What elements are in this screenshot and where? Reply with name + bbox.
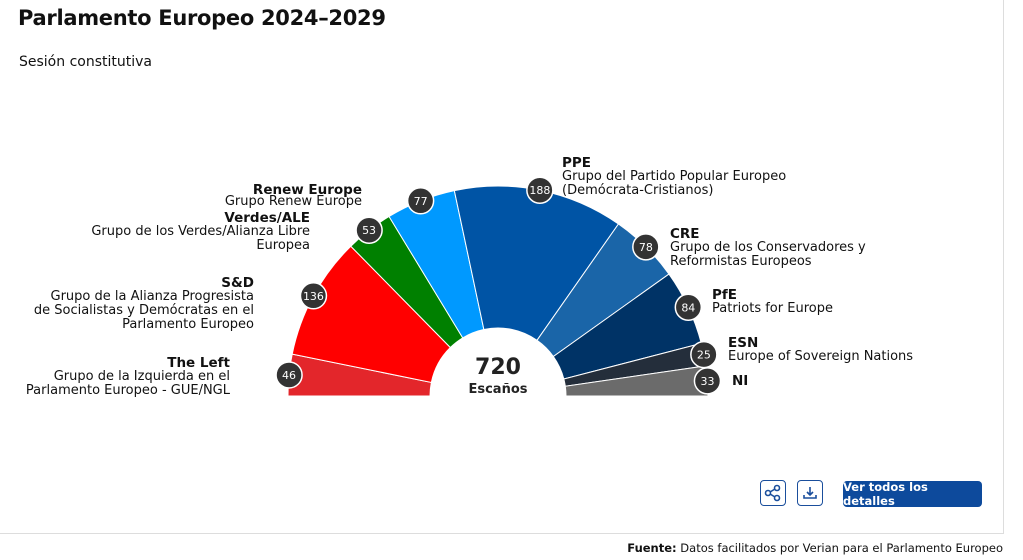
label-renew: Renew Europe Grupo Renew Europe: [224, 182, 362, 209]
total-seats-label: Escaños: [468, 382, 527, 397]
seat-badge: 78: [632, 233, 660, 261]
svg-text:25: 25: [697, 349, 711, 362]
label-cre: CRE Grupo de los Conservadores y Reformist…: [670, 226, 866, 269]
svg-text:136: 136: [303, 290, 324, 303]
label-ppe: PPE Grupo del Partido Popular Europeo (Dem…: [562, 155, 787, 198]
label-ni: NI: [732, 373, 749, 389]
chart-card: Parlamento Europeo 2024–2029 Sesión cons…: [0, 0, 1004, 534]
svg-text:53: 53: [362, 224, 376, 237]
download-button[interactable]: [797, 480, 823, 506]
label-pfe: PfE Patriots for Europe: [712, 287, 833, 316]
seat-badge: 188: [526, 176, 554, 204]
label-verdes: Verdes/ALE Grupo de los Verdes/Alianza Li…: [91, 210, 310, 253]
seat-badge: 46: [275, 361, 303, 389]
seat-badge: 136: [299, 282, 328, 310]
segment-s-d[interactable]: [291, 245, 452, 384]
page-title: Parlamento Europeo 2024–2029: [18, 6, 386, 30]
svg-text:84: 84: [681, 301, 695, 314]
svg-text:33: 33: [700, 375, 714, 388]
seat-badge: 77: [406, 187, 435, 215]
seat-badge: 84: [674, 293, 703, 322]
subtitle: Sesión constitutiva: [19, 54, 152, 70]
label-sd: S&D Grupo de la Alianza Progresista de Soc…: [33, 275, 254, 332]
seat-badge: 33: [693, 367, 722, 395]
share-button[interactable]: [760, 480, 786, 506]
label-esn: ESN Europe of Sovereign Nations: [728, 335, 914, 364]
hemicycle-chart: 46 136 53 77 188 78 84 25 33 720 Escaños: [275, 176, 722, 397]
svg-text:78: 78: [639, 241, 653, 254]
download-icon: [803, 487, 817, 499]
segment-ppe[interactable]: [453, 185, 620, 341]
view-all-details-button[interactable]: Ver todos los detalles: [843, 480, 982, 508]
total-seats: 720: [475, 355, 521, 380]
seat-badge: 25: [690, 340, 718, 369]
share-icon: [764, 484, 781, 502]
svg-text:77: 77: [414, 195, 428, 208]
seat-badge: 53: [355, 216, 383, 244]
svg-text:188: 188: [529, 184, 550, 197]
svg-text:46: 46: [282, 369, 296, 382]
source-footer: Fuente: Datos facilitados por Verian par…: [627, 541, 1003, 555]
label-the-left: The Left Grupo de la Izquierda en el Parla…: [25, 355, 230, 398]
